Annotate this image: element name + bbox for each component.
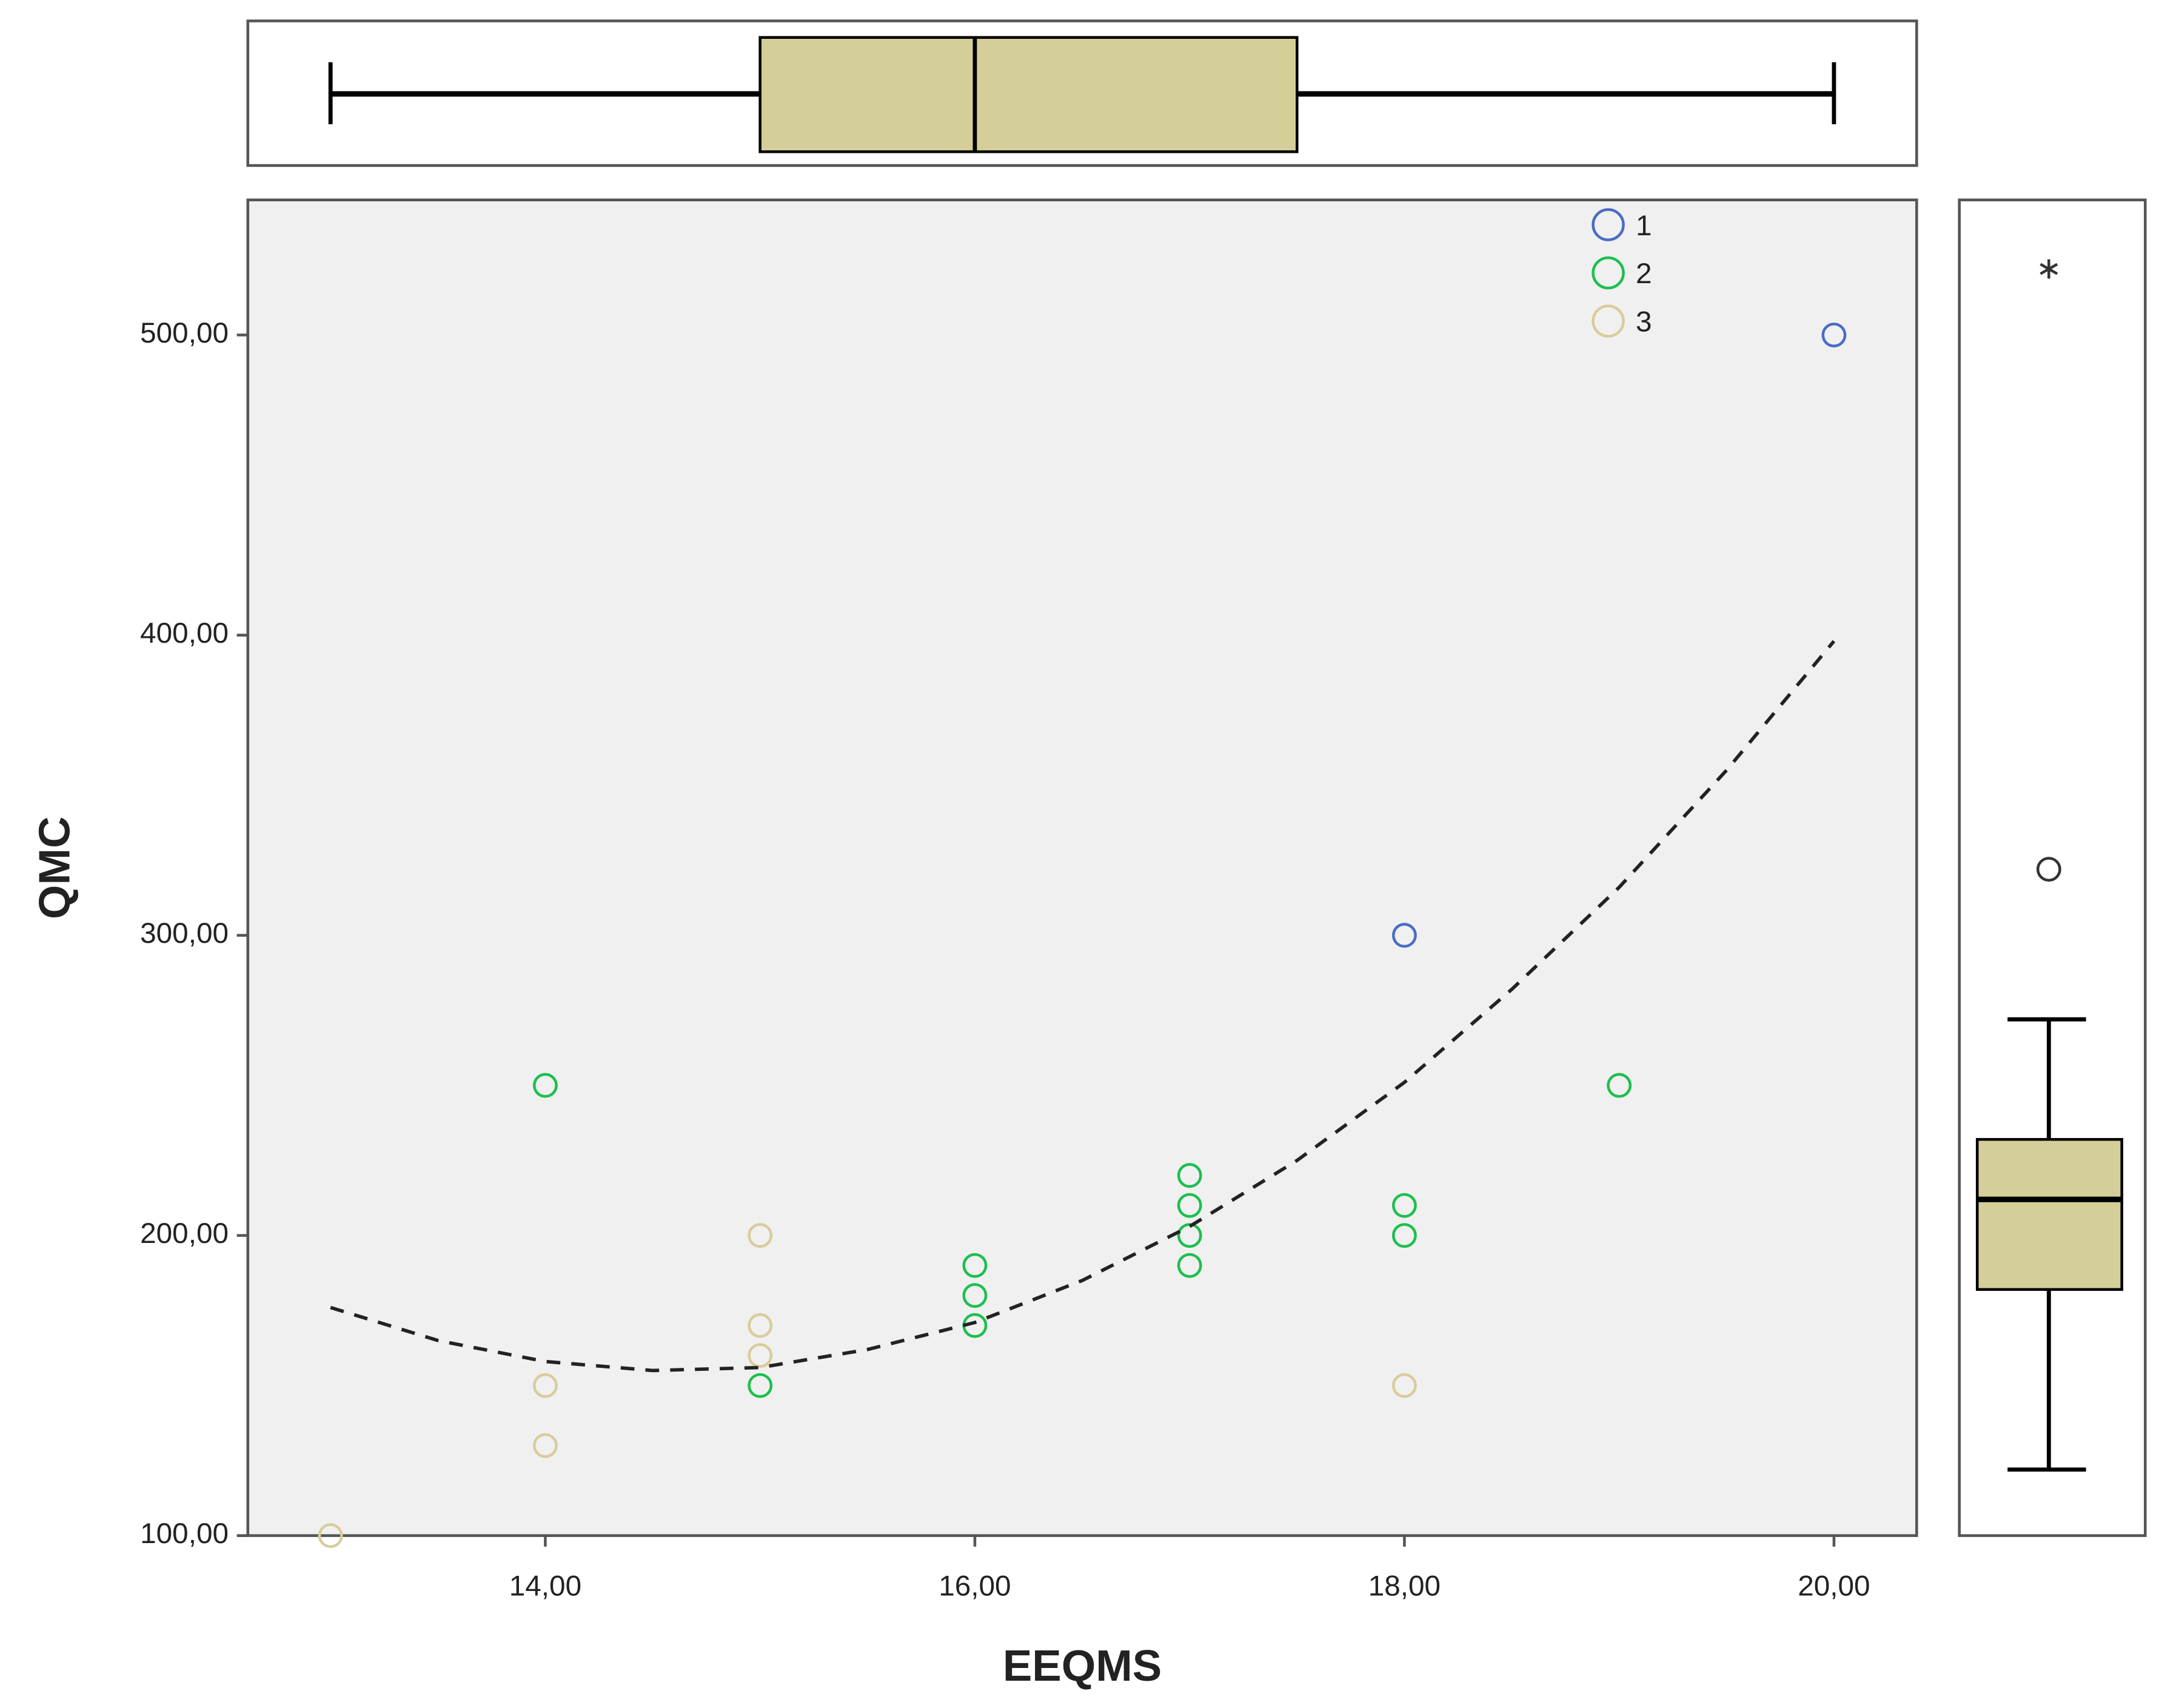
box (1975, 1137, 2123, 1291)
y-tick-label: 400,00 (140, 617, 229, 649)
scatter-point (1607, 1073, 1632, 1098)
scatter-point (1391, 923, 1417, 948)
x-tick-label: 18,00 (1368, 1570, 1441, 1603)
scatter-point (532, 1373, 558, 1398)
x-tick-label: 16,00 (939, 1570, 1011, 1603)
scatter-point (532, 1073, 558, 1098)
y-tick-label: 500,00 (140, 317, 229, 349)
scatter-point (1391, 1223, 1417, 1248)
scatter-point (962, 1283, 988, 1308)
x-tick-label: 20,00 (1798, 1570, 1870, 1603)
legend-label: 1 (1636, 210, 1652, 242)
scatter-point (1821, 323, 1847, 347)
scatter-point (1177, 1253, 1202, 1278)
outlier (2036, 857, 2061, 882)
y-tick-label: 100,00 (140, 1518, 229, 1550)
scatter-point (962, 1253, 988, 1278)
scatter-point (748, 1373, 773, 1398)
plot-area (246, 198, 1918, 1537)
scatter-point (1177, 1193, 1202, 1218)
legend-label: 2 (1636, 258, 1652, 290)
scatter-point (318, 1523, 343, 1549)
box (758, 36, 1299, 153)
extreme (2040, 259, 2058, 279)
right-box-panel (1958, 198, 2147, 1537)
scatter-point (1391, 1373, 1417, 1398)
scatter-point (748, 1343, 773, 1368)
y-tick-label: 200,00 (140, 1217, 229, 1250)
scatter-point (1177, 1163, 1202, 1188)
x-axis-title: EEQMS (1003, 1641, 1162, 1690)
scatter-point (748, 1313, 773, 1338)
y-tick-label: 300,00 (140, 917, 229, 949)
scatter-point (748, 1223, 773, 1248)
y-axis-title: QMC (30, 816, 79, 919)
fit-line (330, 640, 1836, 1373)
x-tick-label: 14,00 (509, 1570, 581, 1603)
legend-marker (1592, 208, 1625, 241)
legend-marker (1592, 304, 1625, 338)
legend-marker (1592, 256, 1625, 290)
scatter-point (532, 1433, 558, 1458)
legend-label: 3 (1636, 306, 1652, 338)
scatter-point (1391, 1193, 1417, 1218)
